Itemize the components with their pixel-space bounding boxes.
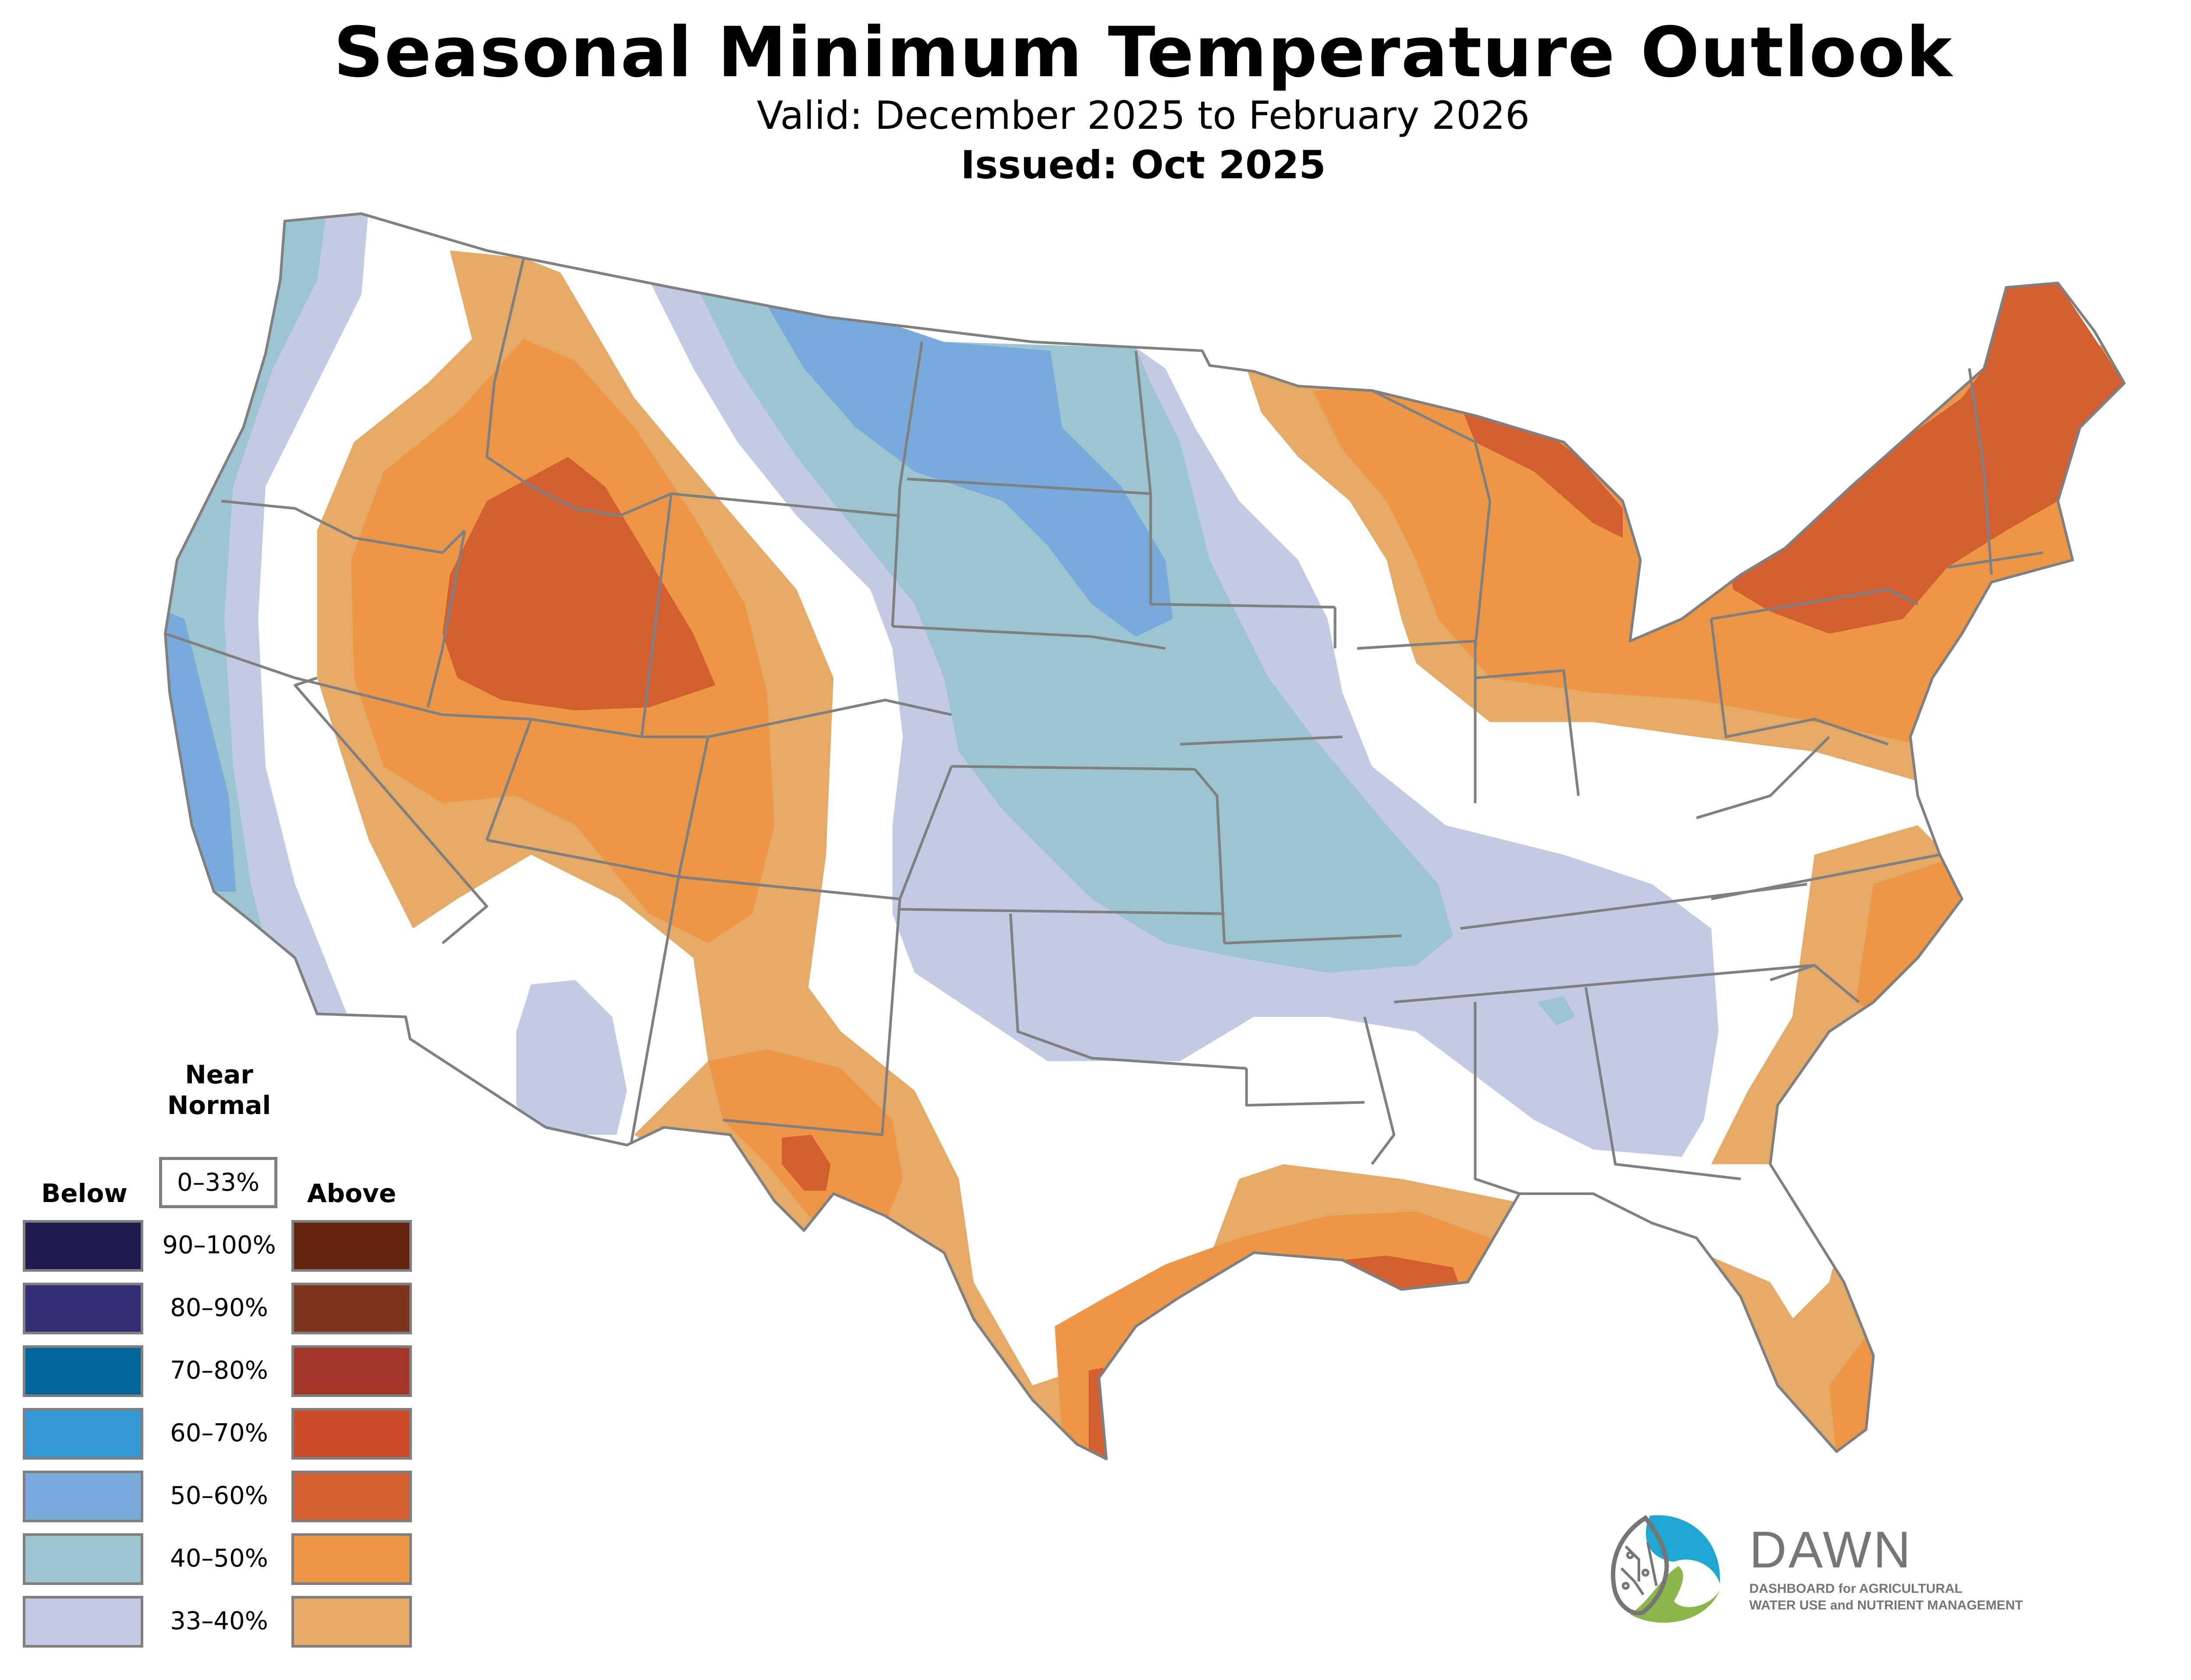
legend-range-label: 80–90% <box>170 1294 268 1322</box>
border-ks-ok <box>900 908 1225 915</box>
legend-below-swatch <box>23 1283 143 1334</box>
border-sd-ne <box>892 625 1166 650</box>
logo-green-leaf <box>1630 1566 1720 1623</box>
border-wy-co-ut <box>642 698 952 739</box>
border-ut-az <box>486 838 679 878</box>
legend-below-swatch <box>23 1596 143 1648</box>
border-oh-pa <box>1710 619 1889 746</box>
border-ms <box>1363 1016 1396 1165</box>
border-az-nm <box>630 877 680 1142</box>
issued-date: Issued: Oct 2025 <box>961 142 1326 187</box>
region-below-40-50-alabama <box>1537 996 1576 1026</box>
region-above-50-60-greatbasin <box>442 456 716 711</box>
border-ia-mo <box>1180 735 1343 746</box>
region-below-40-50-central <box>693 280 1453 973</box>
dawn-logo <box>1611 1515 1720 1623</box>
border-mn-dakotas <box>1134 350 1152 605</box>
border-ca-nv <box>294 676 488 944</box>
border-wi-mi <box>1371 389 1492 649</box>
valid-period: Valid: December 2025 to February 2026 <box>756 93 1530 138</box>
legend-range-label: 60–70% <box>170 1419 268 1447</box>
border-wv-va <box>1696 736 1830 819</box>
region-above-50-60-bigbend <box>782 1135 831 1191</box>
legend-range-label: 90–100% <box>162 1231 276 1259</box>
legend-above-swatch <box>291 1345 412 1397</box>
logo-tagline-1: DASHBOARD for AGRICULTURAL <box>1749 1581 1963 1596</box>
legend-near-normal-range: 0–33% <box>159 1157 277 1208</box>
border-ok-tx <box>1009 913 1247 1070</box>
legend-above-swatch <box>291 1533 412 1585</box>
border-ut-co <box>677 736 709 877</box>
logo-circuit-lines <box>1620 1542 1658 1595</box>
border-nm-tx <box>723 898 901 1136</box>
legend-above-swatch <box>291 1220 412 1272</box>
border-al <box>1474 1002 1520 1195</box>
legend-range-label: 40–50% <box>170 1544 268 1573</box>
region-above-40-50-gulf <box>1055 1211 1490 1459</box>
border-mo-ks <box>1194 768 1226 944</box>
border-mt-dakotas <box>891 341 924 626</box>
border-sc-nc <box>1769 964 1860 1003</box>
border-ne-states <box>1947 551 2043 569</box>
legend-below-swatch <box>23 1533 143 1585</box>
legend-above-swatch <box>291 1596 412 1648</box>
border-mo-ar <box>1224 934 1402 945</box>
legend-above-label: Above <box>307 1178 397 1208</box>
border-ga <box>1584 987 1741 1181</box>
border-in-oh <box>1475 669 1580 796</box>
legend-above-swatch <box>291 1471 412 1522</box>
border-va-nc <box>1711 853 1940 901</box>
border-nd-sd <box>907 477 1151 495</box>
border-vt-nh-me <box>1968 368 1993 575</box>
legend-below-swatch <box>23 1471 143 1522</box>
border-pa-ny <box>1711 588 1918 620</box>
logo-blue-drop <box>1646 1515 1720 1584</box>
legend-below-swatch <box>23 1220 143 1272</box>
border-nv-ut <box>486 718 532 841</box>
border-mt-wy <box>671 492 900 517</box>
legend-range-label: 70–80% <box>170 1356 268 1385</box>
logo-circuit-leaf <box>1611 1515 1669 1616</box>
legend-above-swatch <box>291 1283 412 1334</box>
region-above-50-60-michigan <box>1460 405 1623 538</box>
legend-below-swatch <box>23 1408 143 1460</box>
legend-near-normal-title: Near Normal <box>167 1060 271 1120</box>
legend-range-label: 33–40% <box>170 1607 268 1635</box>
region-above-40-50-carolina <box>1855 855 1977 1017</box>
logo-tagline-2: WATER USE and NUTRIENT MANAGEMENT <box>1749 1598 2023 1613</box>
border-wa-or <box>221 499 466 554</box>
border-mn-ia <box>1150 603 1335 609</box>
border-ne-ks <box>951 765 1195 771</box>
state-borders <box>165 214 2124 1459</box>
border-or-ca-nv <box>165 632 642 739</box>
legend-below-swatch <box>23 1345 143 1397</box>
region-below-33-40-arizona <box>516 980 627 1135</box>
border-ar-la <box>1245 1068 1365 1107</box>
logo-dawn-wordmark: DAWN <box>1749 1521 1913 1579</box>
border-tn <box>1394 964 1815 1004</box>
border-id-mt <box>485 258 620 517</box>
legend-below-label: Below <box>41 1178 128 1208</box>
region-below-50-60-dakotas <box>752 280 1173 637</box>
legend-range-label: 50–60% <box>170 1482 268 1510</box>
border-or-id <box>426 530 466 708</box>
region-above-50-60-northeast <box>1726 283 2124 634</box>
map-title: Seasonal Minimum Temperature Outlook <box>333 12 1953 93</box>
forecast-regions <box>165 213 2124 1459</box>
legend-above-swatch <box>291 1408 412 1460</box>
